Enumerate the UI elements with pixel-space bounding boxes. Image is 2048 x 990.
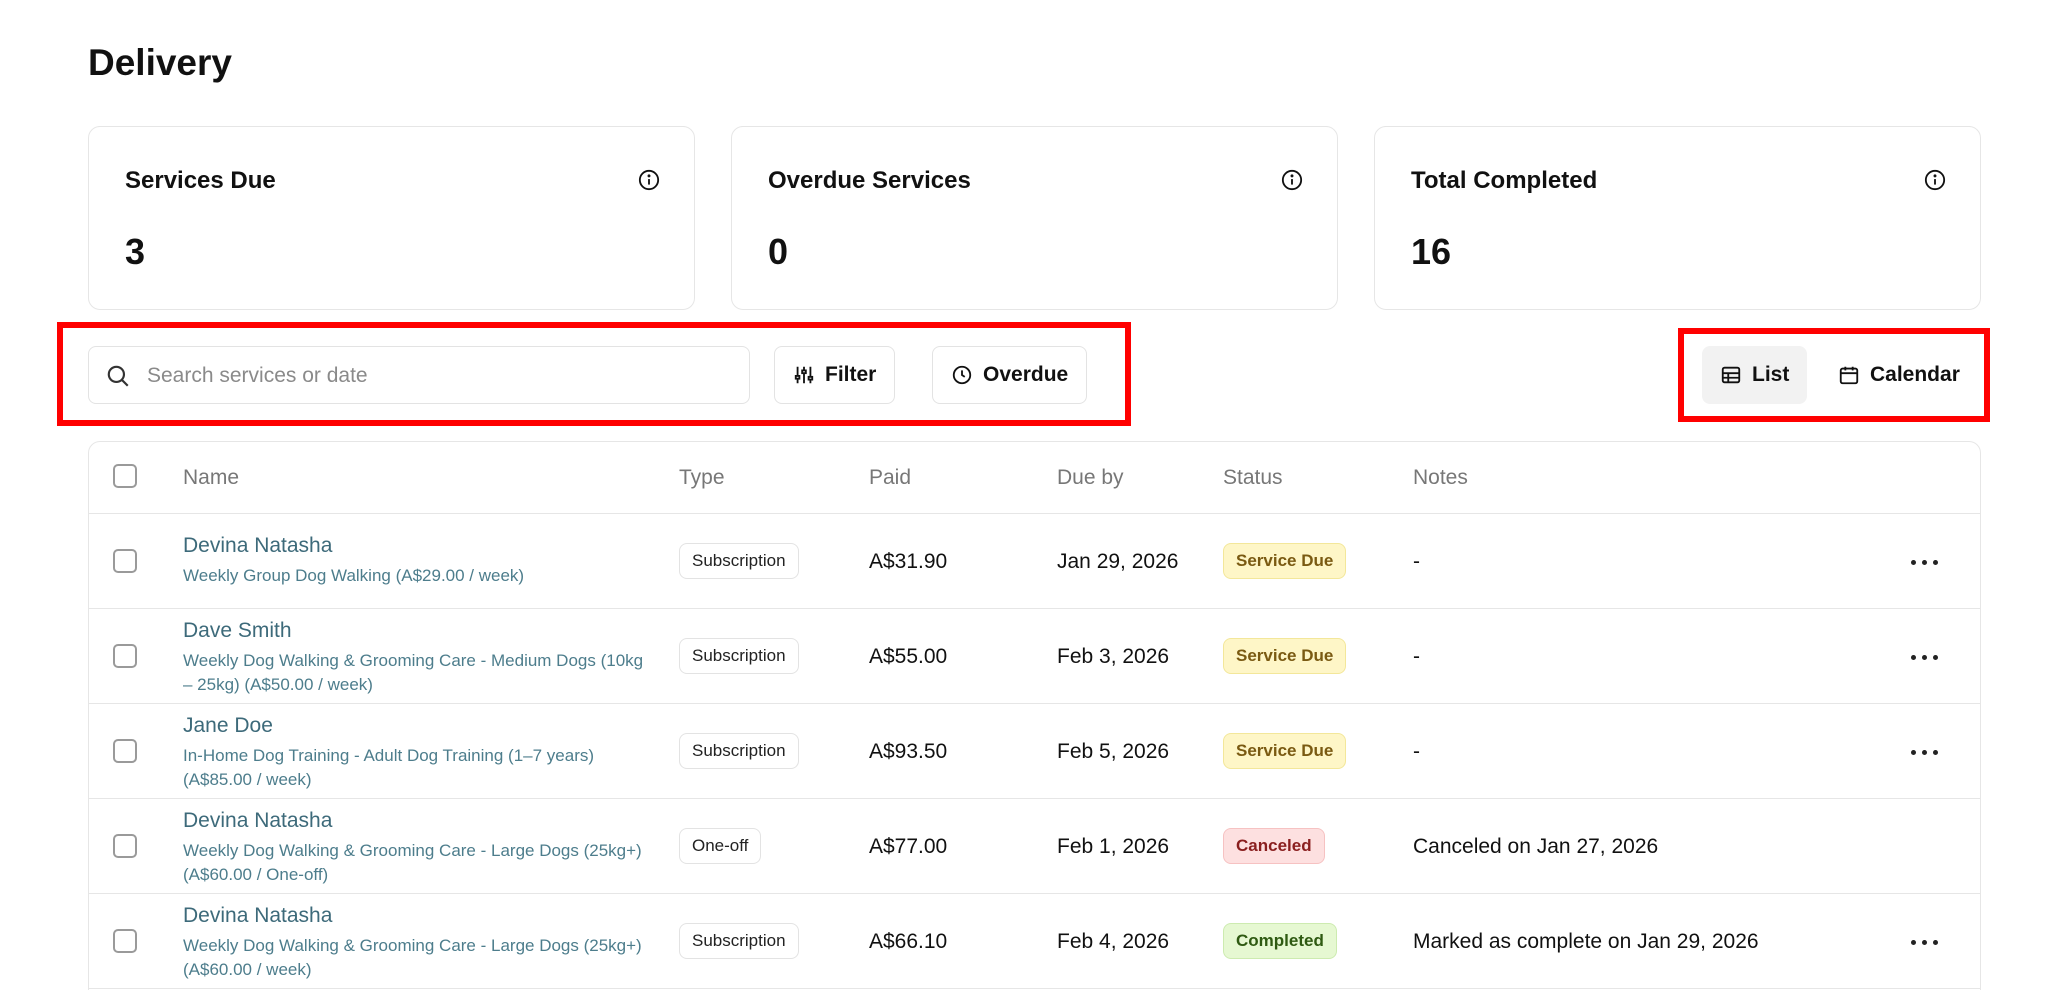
column-header-type[interactable]: Type (679, 466, 725, 489)
stat-label: Overdue Services (768, 167, 971, 194)
row-checkbox[interactable] (113, 739, 137, 763)
row-notes: Marked as complete on Jan 29, 2026 (1413, 930, 1759, 953)
table-row[interactable]: Jane Doe In-Home Dog Training - Adult Do… (89, 704, 1980, 799)
row-due-date: Feb 1, 2026 (1057, 835, 1170, 858)
row-due-date: Feb 3, 2026 (1057, 645, 1170, 668)
search-box (88, 346, 750, 404)
row-notes: Canceled on Jan 27, 2026 (1413, 835, 1659, 858)
row-notes: - (1413, 645, 1420, 668)
info-icon[interactable] (1924, 169, 1946, 191)
row-customer-name[interactable]: Dave Smith (183, 619, 292, 642)
row-customer-name[interactable]: Jane Doe (183, 714, 273, 737)
info-icon[interactable] (638, 169, 660, 191)
stat-value: 16 (1411, 231, 1452, 272)
table-row[interactable]: Dave Smith Weekly Dog Walking & Grooming… (89, 609, 1980, 704)
column-header-name[interactable]: Name (183, 466, 240, 489)
status-badge: Service Due (1223, 543, 1347, 579)
filter-button-label: Filter (825, 363, 877, 386)
filter-button[interactable]: Filter (774, 346, 896, 404)
row-more-actions-button[interactable] (1904, 552, 1944, 572)
row-paid: A$93.50 (869, 740, 948, 763)
column-header-notes[interactable]: Notes (1413, 466, 1468, 489)
row-due-date: Feb 5, 2026 (1057, 740, 1170, 763)
page-title: Delivery (88, 42, 232, 83)
status-badge: Completed (1223, 923, 1337, 959)
row-paid: A$31.90 (869, 550, 948, 573)
type-badge: Subscription (679, 638, 799, 674)
column-header-paid[interactable]: Paid (869, 466, 912, 489)
view-list-button[interactable]: List (1702, 346, 1808, 404)
row-checkbox[interactable] (113, 834, 137, 858)
row-checkbox[interactable] (113, 929, 137, 953)
highlight-box-view-toggle (1678, 328, 1990, 422)
row-notes: - (1413, 740, 1420, 763)
highlight-box-search-filters (57, 322, 1131, 426)
row-customer-name[interactable]: Devina Natasha (183, 809, 333, 832)
view-calendar-button[interactable]: Calendar (1820, 346, 1978, 404)
info-icon[interactable] (1281, 169, 1303, 191)
stat-label: Services Due (125, 167, 276, 194)
stat-card-services-due: Services Due 3 (88, 126, 695, 310)
view-calendar-label: Calendar (1870, 363, 1960, 386)
table-icon (1721, 366, 1741, 384)
search-input[interactable] (147, 357, 727, 395)
table-row[interactable]: Devina Natasha Weekly Group Dog Walking … (89, 514, 1980, 609)
type-badge: Subscription (679, 543, 799, 579)
services-table: Name Type Paid Due by Status Notes Devin… (88, 441, 1981, 990)
row-customer-name[interactable]: Devina Natasha (183, 534, 333, 557)
row-service-description: Weekly Dog Walking & Grooming Care - Lar… (183, 936, 642, 979)
status-badge: Service Due (1223, 733, 1347, 769)
row-notes: - (1413, 550, 1420, 573)
row-more-actions-button[interactable] (1904, 647, 1944, 667)
row-paid: A$66.10 (869, 930, 948, 953)
select-all-checkbox[interactable] (113, 464, 137, 488)
table-row[interactable]: Devina Natasha Weekly Dog Walking & Groo… (89, 894, 1980, 989)
column-header-status[interactable]: Status (1223, 466, 1283, 489)
clock-icon (952, 365, 972, 385)
row-service-description: Weekly Dog Walking & Grooming Care - Lar… (183, 841, 642, 884)
sliders-icon (794, 366, 814, 384)
row-due-date: Feb 4, 2026 (1057, 930, 1170, 953)
type-badge: Subscription (679, 923, 799, 959)
overdue-button[interactable]: Overdue (932, 346, 1088, 404)
stat-value: 0 (768, 231, 789, 272)
stat-card-total-completed: Total Completed 16 (1374, 126, 1981, 310)
row-checkbox[interactable] (113, 644, 137, 668)
type-badge: Subscription (679, 733, 799, 769)
stat-value: 3 (125, 231, 146, 272)
row-service-description: In-Home Dog Training - Adult Dog Trainin… (183, 746, 595, 789)
status-badge: Canceled (1223, 828, 1325, 864)
table-row[interactable]: Devina Natasha Weekly Dog Walking & Groo… (89, 799, 1980, 894)
table-header: Name Type Paid Due by Status Notes (89, 442, 1980, 514)
view-list-label: List (1752, 363, 1790, 386)
row-due-date: Jan 29, 2026 (1057, 550, 1179, 573)
row-paid: A$55.00 (869, 645, 948, 668)
overdue-button-label: Overdue (983, 363, 1069, 386)
type-badge: One-off (679, 828, 762, 864)
row-service-description: Weekly Dog Walking & Grooming Care - Med… (183, 651, 644, 694)
stat-card-overdue-services: Overdue Services 0 (731, 126, 1338, 310)
row-checkbox[interactable] (113, 549, 137, 573)
row-more-actions-button[interactable] (1904, 742, 1944, 762)
column-header-due[interactable]: Due by (1057, 466, 1124, 489)
search-icon (107, 365, 129, 387)
calendar-icon (1839, 366, 1859, 385)
row-more-actions-button[interactable] (1904, 932, 1944, 952)
row-service-description: Weekly Group Dog Walking (A$29.00 / week… (183, 566, 525, 585)
stat-label: Total Completed (1411, 167, 1598, 194)
status-badge: Service Due (1223, 638, 1347, 674)
row-customer-name[interactable]: Devina Natasha (183, 904, 333, 927)
row-paid: A$77.00 (869, 835, 948, 858)
